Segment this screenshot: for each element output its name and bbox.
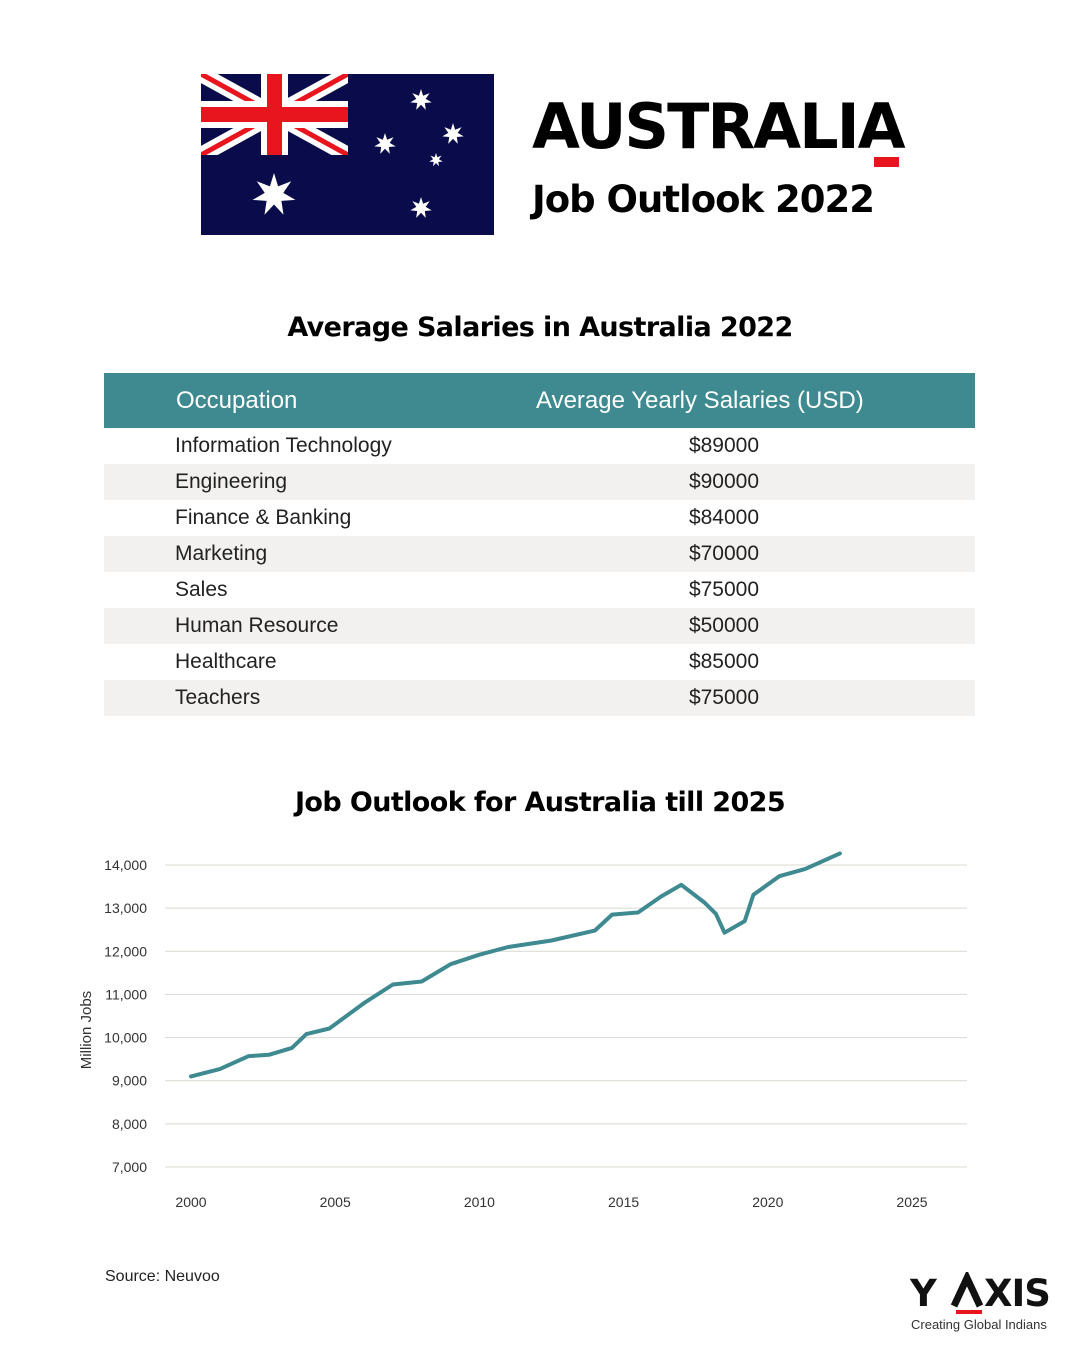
svg-text:Y: Y (910, 1272, 938, 1314)
x-tick-label: 2015 (608, 1194, 639, 1210)
salary-cell: $75000 (688, 686, 760, 709)
y-axis-logo-mark: Y XIS (910, 1272, 1051, 1314)
table-row: Sales $75000 (104, 572, 975, 608)
table-row: Information Technology $89000 (104, 428, 975, 464)
chart-series-group (189, 851, 842, 1079)
y-tick-label: 13,000 (104, 900, 147, 916)
table-row: Marketing $70000 (104, 536, 975, 572)
flag-star (429, 153, 443, 167)
y-tick-label: 11,000 (105, 986, 147, 1002)
x-tick-label: 2020 (752, 1194, 783, 1210)
y-tick-label: 14,000 (104, 857, 147, 873)
table-body: Information Technology $89000 Engineering… (104, 428, 975, 716)
flag-star (374, 133, 396, 154)
salary-table: Occupation Average Yearly Salaries (USD)… (104, 373, 975, 716)
salary-cell: $90000 (688, 470, 760, 493)
salary-cell: $85000 (688, 650, 760, 673)
salary-cell: $84000 (688, 506, 760, 529)
column-header-salary: Average Yearly Salaries (USD) (536, 387, 864, 414)
y-axis-label: Million Jobs (78, 991, 95, 1069)
table-header: Occupation Average Yearly Salaries (USD) (104, 373, 975, 428)
table-row: Healthcare $85000 (104, 644, 975, 680)
salary-cell: $75000 (688, 578, 760, 601)
table-row: Finance & Banking $84000 (104, 500, 975, 536)
y-tick-label: 10,000 (104, 1030, 147, 1046)
chart-section-heading: Job Outlook for Australia till 2025 (294, 787, 786, 818)
y-tick-label: 8,000 (112, 1116, 147, 1132)
column-header-occupation: Occupation (176, 387, 298, 414)
x-tick-label: 2010 (464, 1194, 495, 1210)
y-axis-logo: Y XIS Creating Global Indians (900, 1272, 1070, 1336)
occupation-cell: Sales (175, 578, 228, 601)
page-title: AUSTRALIA (532, 90, 906, 163)
occupation-cell: Information Technology (175, 434, 392, 457)
table-row: Teachers $75000 (104, 680, 975, 716)
svg-text:XIS: XIS (984, 1272, 1050, 1314)
flag-star (410, 89, 432, 110)
flag-star (252, 173, 296, 215)
x-tick-label: 2000 (175, 1194, 206, 1210)
occupation-cell: Healthcare (175, 650, 277, 673)
y-tick-label: 7,000 (112, 1159, 147, 1175)
occupation-cell: Finance & Banking (175, 506, 352, 529)
occupation-cell: Engineering (175, 470, 288, 493)
occupation-cell: Marketing (175, 542, 268, 565)
page-subtitle: Job Outlook 2022 (532, 178, 875, 221)
title-underscore-accent (874, 157, 899, 167)
table-row: Human Resource $50000 (104, 608, 975, 644)
salary-section-heading: Average Salaries in Australia 2022 (287, 312, 793, 343)
source-note: Source: Neuvoo (105, 1268, 220, 1285)
logo-tagline: Creating Global Indians (911, 1317, 1047, 1332)
occupation-cell: Teachers (175, 686, 261, 709)
y-axis-tick-labels: 7,000 8,000 9,000 10,000 11,000 12,000 13,000 1… (104, 857, 147, 1175)
salary-cell: $89000 (688, 434, 760, 457)
flag-star (442, 123, 464, 144)
salary-cell: $50000 (688, 614, 760, 637)
series-line (189, 851, 842, 1079)
australian-flag-icon (201, 74, 494, 235)
salary-cell: $70000 (688, 542, 760, 565)
table-row: Engineering $90000 (104, 464, 975, 500)
job-outlook-line-chart: 7,000 8,000 9,000 10,000 11,000 12,000 13,000 1… (78, 851, 967, 1210)
x-axis-tick-labels: 2000 2005 2010 2015 2020 2025 (175, 1194, 927, 1210)
y-tick-label: 12,000 (104, 943, 147, 959)
x-tick-label: 2025 (896, 1194, 927, 1210)
x-tick-label: 2005 (320, 1194, 351, 1210)
chart-gridlines (165, 864, 967, 1168)
flag-star (410, 197, 432, 218)
occupation-cell: Human Resource (175, 614, 339, 637)
y-tick-label: 9,000 (112, 1073, 147, 1089)
